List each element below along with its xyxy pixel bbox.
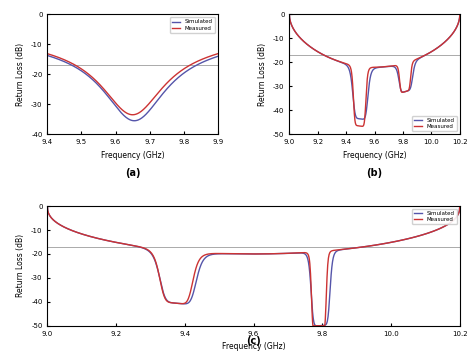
Y-axis label: Return Loss (dB): Return Loss (dB): [17, 234, 26, 298]
Text: (a): (a): [125, 168, 140, 178]
Y-axis label: Return Loss (dB): Return Loss (dB): [17, 43, 26, 106]
X-axis label: Frequency (GHz): Frequency (GHz): [101, 151, 164, 160]
Y-axis label: Return Loss (dB): Return Loss (dB): [258, 43, 267, 106]
Legend: Simulated, Measured: Simulated, Measured: [412, 209, 457, 224]
Text: (b): (b): [366, 168, 383, 178]
X-axis label: Frequency (GHz): Frequency (GHz): [222, 342, 285, 351]
Text: (c): (c): [246, 336, 261, 346]
X-axis label: Frequency (GHz): Frequency (GHz): [343, 151, 406, 160]
Legend: Simulated, Measured: Simulated, Measured: [412, 116, 457, 131]
Legend: Simulated, Measured: Simulated, Measured: [170, 17, 215, 33]
